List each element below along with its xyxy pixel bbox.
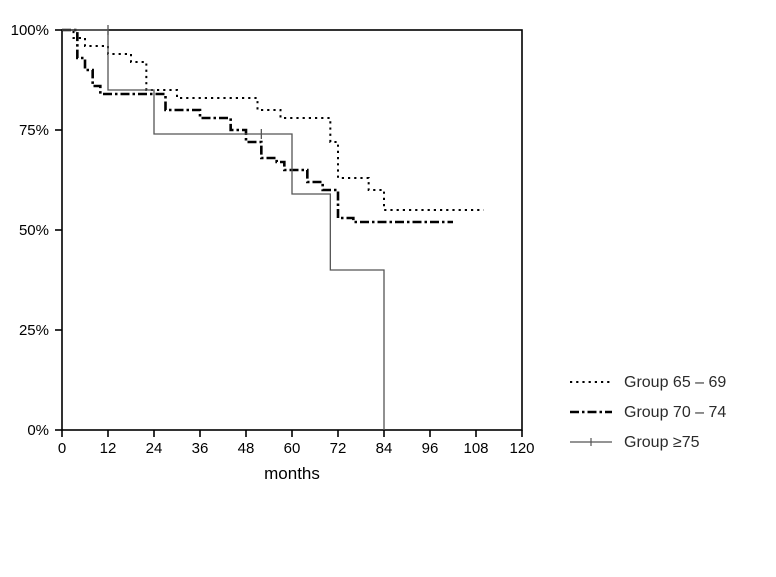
x-tick-label: 72 <box>330 440 347 457</box>
x-tick-label: 60 <box>284 440 301 457</box>
x-tick-label: 12 <box>100 440 117 457</box>
survival-chart: 0 12 24 36 48 60 72 84 96 108 120 months 0% 25% 50% 75%… <box>0 0 776 577</box>
x-tick-label: 96 <box>422 440 439 457</box>
chart-bg <box>0 0 776 577</box>
x-tick-label: 48 <box>238 440 255 457</box>
chart-container: 0 12 24 36 48 60 72 84 96 108 120 months 0% 25% 50% 75%… <box>0 0 776 577</box>
x-tick-label: 108 <box>463 440 488 457</box>
x-tick-label: 24 <box>146 440 163 457</box>
x-tick-label: 36 <box>192 440 209 457</box>
x-axis-label: months <box>264 464 320 483</box>
y-tick-label: 50% <box>19 222 49 239</box>
x-tick-label: 84 <box>376 440 393 457</box>
legend-label-g65_69: Group 65 – 69 <box>624 374 726 391</box>
y-tick-label: 75% <box>19 122 49 139</box>
y-tick-label: 100% <box>11 22 49 39</box>
x-tick-label: 120 <box>509 440 534 457</box>
legend-label-g70_74: Group 70 – 74 <box>624 404 726 421</box>
y-tick-label: 0% <box>27 422 49 439</box>
y-tick-label: 25% <box>19 322 49 339</box>
legend-label-g75p: Group ≥75 <box>624 434 700 451</box>
x-tick-label: 0 <box>58 440 66 457</box>
